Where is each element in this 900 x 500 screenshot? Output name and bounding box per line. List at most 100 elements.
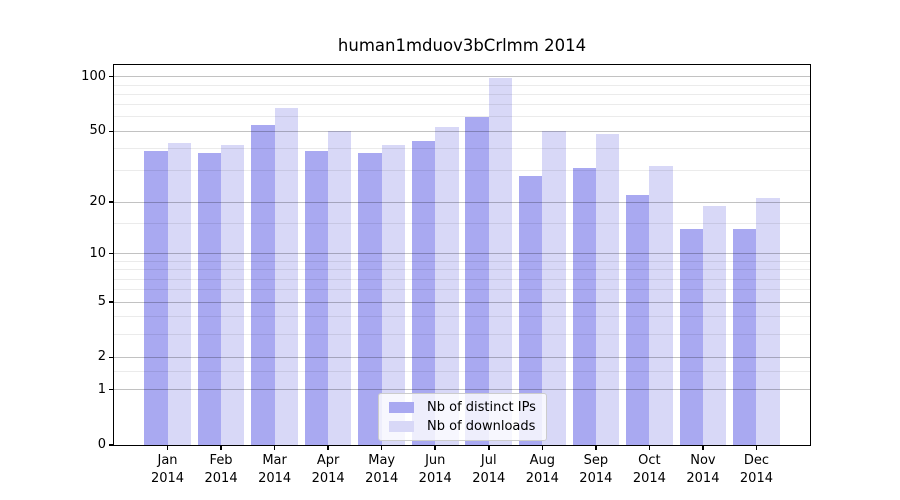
- x-month-label: Dec: [743, 453, 770, 468]
- x-axis-tick-label: Oct 2014: [619, 452, 679, 487]
- bar-downloads: [756, 198, 780, 445]
- legend-label-downloads: Nb of downloads: [427, 419, 536, 434]
- x-tick-mark: [541, 446, 544, 450]
- legend: Nb of distinct IPs Nb of downloads: [378, 393, 547, 441]
- plot-area: Nb of distinct IPs Nb of downloads 0 1 2 5 1…: [81, 64, 811, 486]
- bar-distinct-ips: [251, 125, 275, 445]
- x-year-label: 2014: [311, 470, 345, 486]
- y-tick-mark: [109, 356, 113, 359]
- x-month-label: Nov: [690, 453, 716, 468]
- x-axis-tick-label: Jul 2014: [459, 452, 519, 487]
- bar-distinct-ips: [733, 228, 757, 445]
- x-axis-tick-label: Nov 2014: [673, 452, 733, 487]
- x-year-label: 2014: [365, 470, 399, 486]
- y-axis-tick-label: 20: [89, 194, 106, 210]
- x-year-label: 2014: [472, 470, 506, 486]
- x-month-label: May: [368, 453, 396, 468]
- y-tick-mark: [109, 252, 113, 255]
- bar-distinct-ips: [465, 116, 489, 445]
- x-year-label: 2014: [525, 470, 559, 486]
- x-month-label: Jan: [157, 453, 178, 468]
- x-year-label: 2014: [739, 470, 773, 486]
- x-axis-tick-label: Jun 2014: [405, 452, 465, 487]
- major-gridline: [114, 130, 810, 132]
- x-tick-mark: [327, 446, 329, 450]
- bar-downloads: [702, 205, 727, 445]
- x-axis-tick-label: Sep 2014: [566, 452, 626, 487]
- x-tick-mark: [702, 446, 704, 450]
- legend-item-distinct-ips: Nb of distinct IPs: [389, 400, 536, 415]
- x-year-label: 2014: [150, 470, 185, 486]
- x-tick-mark: [755, 446, 758, 450]
- x-month-label: Sep: [583, 453, 609, 468]
- y-axis-tick-label: 1: [97, 381, 106, 397]
- x-month-label: Feb: [209, 453, 233, 468]
- minor-gridline: [114, 104, 810, 106]
- x-month-label: Apr: [316, 453, 340, 468]
- y-tick-mark: [109, 130, 113, 132]
- bar-distinct-ips: [679, 228, 703, 445]
- bar-downloads: [649, 166, 673, 445]
- bar-distinct-ips: [626, 194, 650, 445]
- x-month-label: Oct: [638, 453, 661, 468]
- x-tick-mark: [648, 446, 651, 450]
- y-tick-mark: [109, 444, 113, 446]
- bar-downloads: [167, 143, 191, 445]
- x-year-label: 2014: [632, 470, 666, 486]
- minor-gridline: [114, 84, 810, 86]
- y-axis-tick-label: 10: [89, 245, 106, 261]
- legend-item-downloads: Nb of downloads: [389, 419, 536, 434]
- y-tick-mark: [109, 201, 113, 203]
- x-tick-mark: [166, 446, 169, 450]
- bar-downloads: [274, 108, 298, 445]
- x-year-label: 2014: [579, 470, 613, 486]
- x-tick-mark: [595, 446, 597, 450]
- x-year-label: 2014: [418, 470, 452, 486]
- y-axis-tick-label: 100: [81, 68, 106, 84]
- y-axis-tick-label: 2: [97, 349, 106, 365]
- bar-distinct-ips: [197, 152, 222, 445]
- x-year-label: 2014: [204, 470, 238, 486]
- bar-downloads: [221, 144, 245, 445]
- y-axis-tick-label: 0: [97, 437, 106, 452]
- minor-gridline: [114, 148, 810, 150]
- bar-distinct-ips: [358, 152, 382, 445]
- legend-swatch-downloads: [389, 421, 414, 432]
- x-tick-mark: [220, 446, 222, 450]
- x-tick-mark: [273, 446, 276, 450]
- x-tick-mark: [434, 446, 436, 450]
- bar-downloads: [488, 78, 513, 445]
- bar-downloads: [595, 134, 620, 445]
- x-axis-tick-label: Feb 2014: [191, 452, 251, 487]
- x-month-label: Jun: [425, 453, 446, 468]
- chart-title: human1mduov3bCrlmm 2014: [337, 36, 587, 55]
- x-month-label: Jul: [480, 453, 497, 468]
- bar-downloads: [381, 144, 405, 445]
- x-month-label: Mar: [262, 453, 287, 468]
- legend-label-distinct-ips: Nb of distinct IPs: [427, 400, 536, 415]
- bar-distinct-ips: [304, 150, 329, 445]
- minor-gridline: [114, 93, 810, 95]
- bar-distinct-ips: [519, 176, 543, 445]
- bar-distinct-ips: [144, 150, 168, 445]
- bar-downloads: [435, 126, 459, 445]
- y-tick-mark: [109, 388, 113, 391]
- bar-downloads: [542, 131, 566, 445]
- x-axis-tick-label: Dec 2014: [726, 452, 786, 487]
- major-gridline: [114, 76, 810, 78]
- x-axis-tick-label: May 2014: [352, 452, 412, 487]
- y-tick-mark: [109, 301, 113, 303]
- bar-distinct-ips: [411, 141, 436, 445]
- x-axis-tick-label: Mar 2014: [245, 452, 305, 487]
- y-tick-mark: [109, 75, 113, 78]
- bar-distinct-ips: [572, 168, 596, 445]
- x-month-label: Aug: [529, 453, 555, 468]
- x-tick-mark: [488, 446, 490, 450]
- y-axis-tick-label: 50: [89, 123, 106, 139]
- minor-gridline: [114, 116, 810, 118]
- legend-swatch-distinct-ips: [389, 402, 414, 413]
- x-tick-mark: [380, 446, 383, 450]
- x-axis-tick-label: Apr 2014: [298, 452, 358, 487]
- x-year-label: 2014: [258, 470, 292, 486]
